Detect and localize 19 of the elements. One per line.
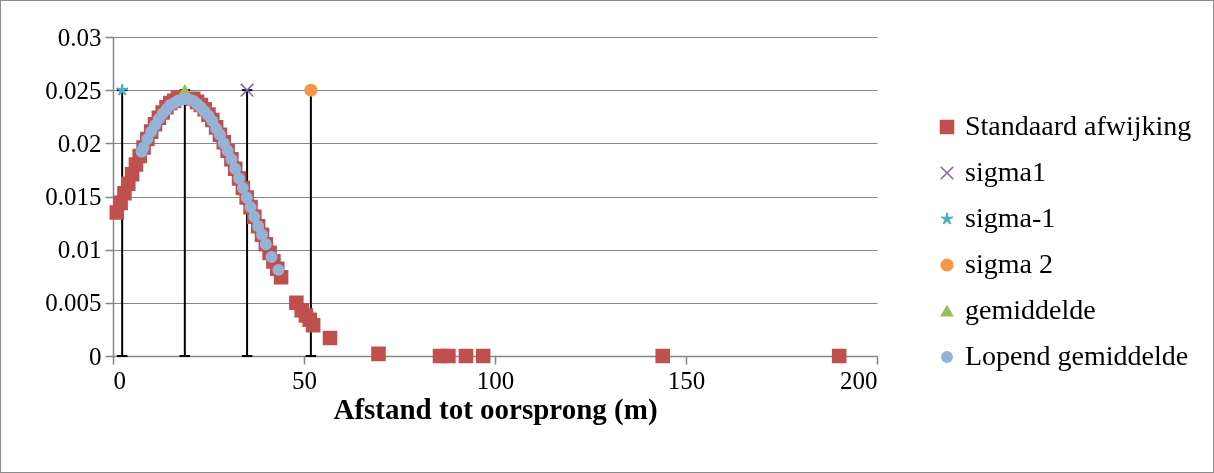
x-tick-label: 0 — [113, 366, 126, 394]
y-tick-label: 0.005 — [45, 289, 102, 317]
y-tick-label: 0 — [89, 342, 102, 370]
legend-label: gemiddelde — [965, 294, 1096, 325]
legend-label: sigma1 — [965, 156, 1046, 187]
x-axis-title: Afstand tot oorsprong (m) — [333, 392, 658, 426]
y-tick-label: 0.02 — [57, 129, 102, 157]
legend-label: sigma 2 — [965, 248, 1053, 279]
x-tick-label: 100 — [476, 366, 515, 394]
legend-label: Standaard afwijking — [965, 110, 1192, 141]
x-tick-label: 150 — [667, 366, 706, 394]
x-tick-label: 200 — [840, 366, 878, 394]
y-tick-label: 0.01 — [57, 236, 102, 264]
x-tick-label: 50 — [292, 366, 317, 394]
legend-label: Lopend gemiddelde — [965, 340, 1189, 371]
legend-label: sigma-1 — [965, 202, 1056, 233]
y-tick-label: 0.025 — [45, 76, 102, 104]
y-tick-label: 0.03 — [57, 23, 102, 51]
y-tick-label: 0.015 — [45, 183, 102, 210]
